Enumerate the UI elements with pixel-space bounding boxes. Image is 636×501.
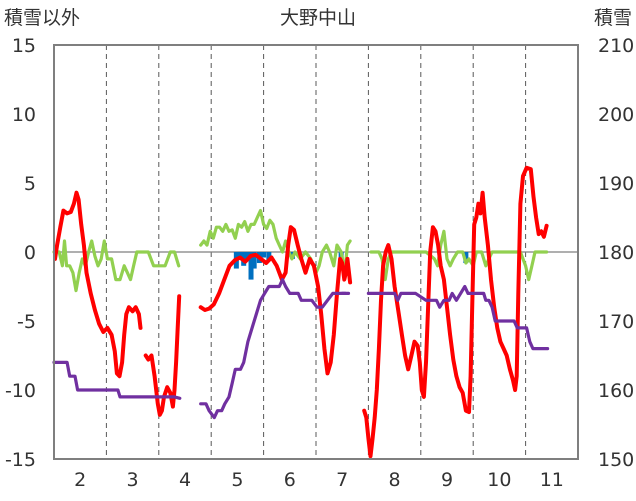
x-tick-label: 3 <box>127 469 139 491</box>
bar <box>244 252 250 261</box>
series-line <box>366 284 550 351</box>
right-tick-label: 150 <box>598 449 634 471</box>
bar <box>261 252 267 258</box>
bar <box>266 252 272 261</box>
bar <box>251 252 257 269</box>
x-tick-label: 8 <box>389 469 401 491</box>
right-tick-label: 170 <box>598 311 634 333</box>
right-tick-label: 200 <box>598 104 634 126</box>
left-tick-label: 10 <box>12 104 36 126</box>
right-tick-label: 190 <box>598 173 634 195</box>
right-axis-ticks: 150 160 170 180 190 200 210 <box>598 35 634 471</box>
plot-frame <box>53 44 579 460</box>
bar <box>248 252 254 280</box>
x-tick-label: 11 <box>540 469 564 491</box>
left-tick-label: -15 <box>5 449 36 471</box>
series-line <box>52 360 182 400</box>
x-tick-label: 5 <box>231 469 243 491</box>
left-tick-label: -10 <box>5 380 36 402</box>
right-tick-label: 180 <box>598 242 634 264</box>
left-tick-label: 0 <box>24 242 36 264</box>
x-tick-label: 10 <box>487 469 511 491</box>
series-line <box>199 209 352 275</box>
x-tick-label: 4 <box>179 469 191 491</box>
x-axis-ticks: 2 3 4 5 6 7 8 9 10 11 <box>74 469 564 491</box>
left-tick-label: 5 <box>24 173 36 195</box>
right-axis-label: 積雪 <box>594 7 632 29</box>
left-axis-label: 積雪以外 <box>4 7 80 29</box>
series-line <box>199 278 347 420</box>
x-tick-label: 2 <box>74 469 86 491</box>
left-axis-ticks: -15 -10 -5 0 5 10 15 <box>5 35 36 471</box>
x-tick-label: 9 <box>441 469 453 491</box>
bar <box>236 252 242 259</box>
series-line <box>362 165 549 459</box>
chart-title: 大野中山 <box>280 7 356 29</box>
series-line <box>53 190 143 379</box>
x-tick-label: 6 <box>284 469 296 491</box>
series-line <box>198 225 353 376</box>
x-tick-label: 7 <box>336 469 348 491</box>
series-line <box>52 239 181 293</box>
right-tick-label: 210 <box>598 35 634 57</box>
series-line <box>369 229 549 282</box>
left-tick-label: 15 <box>12 35 36 57</box>
right-tick-label: 160 <box>598 380 634 402</box>
left-tick-label: -5 <box>17 311 36 333</box>
series-layer <box>52 165 550 459</box>
